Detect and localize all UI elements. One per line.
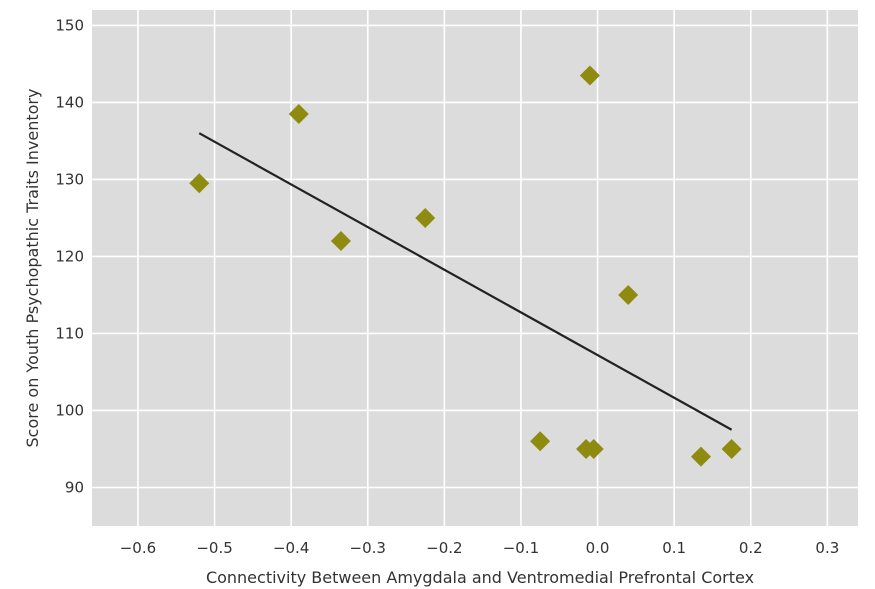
- x-axis-label: Connectivity Between Amygdala and Ventro…: [206, 568, 754, 587]
- gridlines: [92, 10, 858, 526]
- x-tick-label: −0.3: [350, 539, 386, 557]
- y-axis-label: Score on Youth Psychopathic Traits Inven…: [23, 89, 42, 448]
- data-point: [618, 284, 639, 305]
- y-tick-labels: 90 100 110 120 130 140 150: [55, 16, 84, 496]
- y-tick-label: 120: [55, 247, 84, 265]
- data-point: [330, 231, 351, 252]
- regression-line: [198, 132, 733, 431]
- x-tick-labels: −0.6 −0.5 −0.4 −0.3 −0.2 −0.1 0.0 0.1 0.2 0.3: [120, 539, 840, 557]
- y-tick-label: 130: [55, 170, 84, 188]
- data-point: [530, 431, 551, 452]
- x-tick-label: −0.4: [273, 539, 309, 557]
- x-tick-label: −0.2: [426, 539, 462, 557]
- x-tick-label: 0.1: [662, 539, 686, 557]
- x-tick-label: 0.2: [739, 539, 763, 557]
- x-tick-label: −0.6: [120, 539, 156, 557]
- plot-background: [92, 10, 858, 526]
- y-tick-label: 110: [55, 324, 84, 342]
- data-points: [189, 65, 742, 467]
- y-tick-label: 150: [55, 16, 84, 34]
- x-tick-label: −0.5: [196, 539, 232, 557]
- data-point: [415, 207, 436, 228]
- x-tick-label: −0.1: [503, 539, 539, 557]
- data-point: [189, 173, 210, 194]
- y-tick-label: 100: [55, 401, 84, 419]
- data-point: [690, 446, 711, 467]
- data-point: [721, 438, 742, 459]
- data-point: [288, 103, 309, 124]
- data-point: [579, 65, 600, 86]
- y-tick-label: 140: [55, 93, 84, 111]
- y-tick-label: 90: [65, 478, 84, 496]
- x-tick-label: 0.3: [815, 539, 839, 557]
- regression-line-group: [198, 132, 733, 431]
- x-tick-label: 0.0: [586, 539, 610, 557]
- data-point: [583, 438, 604, 459]
